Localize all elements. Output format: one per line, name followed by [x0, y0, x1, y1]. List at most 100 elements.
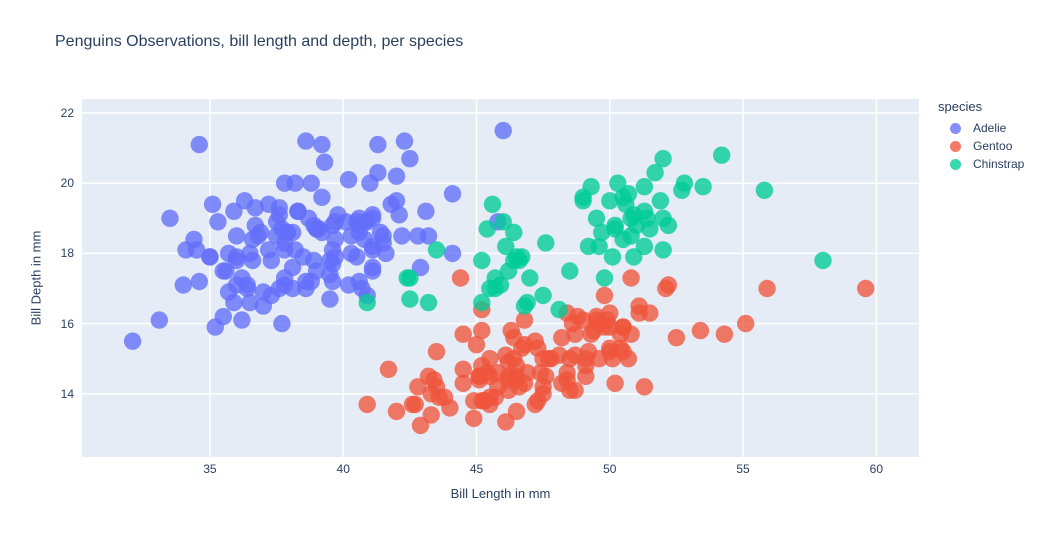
data-point-gentoo [577, 367, 595, 385]
data-point-adelie [395, 132, 414, 150]
data-point-gentoo [857, 279, 875, 298]
data-point-chinstrap [713, 146, 731, 164]
data-point-adelie [339, 171, 358, 189]
data-point-chinstrap [582, 178, 600, 196]
data-point-gentoo [387, 402, 406, 421]
data-point-gentoo [451, 269, 470, 287]
data-point-chinstrap [609, 174, 627, 192]
data-point-gentoo [614, 343, 632, 361]
data-point-adelie [233, 311, 251, 329]
data-point-adelie [297, 279, 315, 298]
data-point-adelie [273, 314, 291, 333]
data-point-adelie [390, 206, 408, 224]
chart-title: Penguins Observations, bill length and d… [55, 33, 464, 50]
x-tick-label: 40 [336, 462, 350, 476]
data-point-chinstrap [401, 269, 419, 287]
data-point-gentoo [569, 307, 587, 326]
data-point-chinstrap [486, 279, 504, 298]
data-point-adelie [342, 227, 360, 245]
data-point-chinstrap [499, 262, 518, 280]
data-point-gentoo [526, 395, 544, 414]
data-point-adelie [243, 230, 262, 249]
data-point-chinstrap [638, 209, 656, 227]
y-axis-ticks: 14 16 18 20 22 [0, 99, 74, 457]
data-point-adelie [393, 227, 411, 245]
data-point-adelie [225, 202, 243, 220]
y-tick-label: 16 [60, 316, 74, 331]
data-point-gentoo [473, 357, 491, 375]
data-point-adelie [326, 213, 344, 231]
data-point-chinstrap [427, 241, 446, 259]
data-point-chinstrap [755, 181, 774, 199]
data-point-gentoo [497, 413, 515, 431]
plot-area[interactable] [82, 99, 919, 457]
data-point-adelie [363, 262, 382, 280]
data-point-adelie [217, 262, 235, 280]
data-point-adelie [417, 202, 435, 220]
data-point-chinstrap [537, 234, 555, 252]
data-point-adelie [174, 276, 192, 294]
data-point-adelie [289, 202, 307, 220]
data-point-adelie [150, 311, 168, 329]
data-point-adelie [401, 150, 419, 168]
data-point-adelie [323, 272, 342, 291]
data-point-gentoo [641, 304, 659, 322]
data-point-adelie [353, 279, 371, 298]
data-point-adelie [283, 258, 302, 277]
data-point-gentoo [515, 374, 534, 392]
data-point-chinstrap [515, 297, 534, 315]
data-point-adelie [494, 121, 512, 140]
data-point-gentoo [590, 350, 608, 368]
data-point-adelie [347, 248, 366, 266]
data-point-chinstrap [358, 293, 376, 312]
legend-item-chinstrap[interactable]: Chinstrap [938, 155, 1024, 173]
legend-item-adelie[interactable]: Adelie [938, 119, 1024, 137]
data-point-adelie [443, 244, 462, 263]
data-point-gentoo [558, 371, 576, 389]
data-point-gentoo [553, 329, 571, 347]
data-point-adelie [225, 293, 243, 312]
data-point-gentoo [515, 311, 534, 329]
legend: species Adelie Gentoo Chinstrap [938, 99, 1024, 173]
legend-title: species [938, 99, 983, 114]
x-tick-label: 55 [736, 462, 750, 476]
data-point-gentoo [505, 350, 523, 368]
data-point-chinstrap [494, 213, 512, 231]
x-axis-ticks: 35 40 45 50 55 60 [82, 462, 919, 478]
data-point-adelie [286, 174, 304, 192]
data-point-gentoo [358, 395, 376, 414]
data-point-chinstrap [550, 300, 568, 319]
data-point-gentoo [507, 402, 526, 421]
data-point-adelie [270, 206, 288, 224]
data-point-gentoo [505, 329, 523, 347]
data-point-adelie [361, 174, 379, 192]
data-point-gentoo [598, 311, 616, 329]
data-point-chinstrap [694, 178, 712, 196]
data-point-adelie [187, 241, 206, 259]
data-point-chinstrap [601, 192, 619, 210]
data-point-chinstrap [654, 150, 672, 168]
data-point-gentoo [467, 336, 486, 354]
data-point-gentoo [379, 360, 398, 378]
data-point-gentoo [409, 378, 427, 396]
data-point-gentoo [667, 329, 686, 347]
data-point-chinstrap [587, 209, 606, 227]
data-point-gentoo [635, 378, 654, 396]
data-point-gentoo [422, 406, 440, 424]
data-point-chinstrap [593, 223, 611, 242]
data-point-chinstrap [622, 209, 640, 227]
data-point-gentoo [611, 325, 630, 343]
data-point-gentoo [454, 360, 472, 378]
data-point-gentoo [715, 325, 734, 343]
legend-label: Gentoo [973, 139, 1013, 153]
data-point-gentoo [606, 374, 624, 392]
legend-item-gentoo[interactable]: Gentoo [938, 137, 1024, 155]
data-point-chinstrap [635, 237, 654, 256]
data-point-gentoo [531, 364, 550, 382]
data-point-chinstrap [534, 286, 552, 305]
x-tick-label: 60 [869, 462, 884, 476]
data-point-adelie [267, 227, 286, 245]
data-point-adelie [297, 132, 315, 150]
data-point-chinstrap [603, 248, 622, 266]
data-point-adelie [123, 332, 142, 350]
